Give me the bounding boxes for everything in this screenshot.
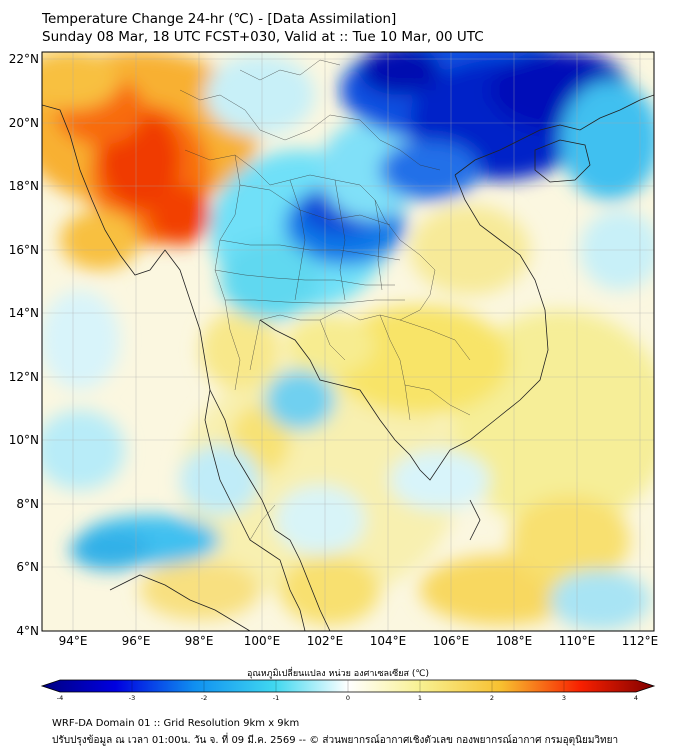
colorbar-ticks: -4 -3 -2 -1 0 1 2 3 4 [57, 694, 638, 702]
lon-tick-106: 106°E [433, 634, 470, 648]
field-layer [42, 52, 654, 631]
admin-borders [179, 59, 471, 541]
lat-tick-18: 18°N [9, 179, 39, 193]
footer-credit: ปรับปรุงข้อมูล ณ เวลา 01:00น. วัน จ. ที่… [52, 735, 619, 746]
cb-tick-1: 1 [418, 694, 422, 702]
cb-tick-4: 4 [634, 694, 638, 702]
lon-tick-102: 102°E [307, 634, 344, 648]
lat-tick-4: 4°N [16, 624, 39, 638]
map-subtitle: Sunday 08 Mar, 18 UTC FCST+030, Valid at… [42, 29, 484, 45]
lat-tick-16: 16°N [9, 243, 39, 257]
map-title: Temperature Change 24-hr (℃) - [Data Ass… [42, 11, 397, 27]
cb-tick-0: 0 [346, 694, 350, 702]
lon-tick-108: 108°E [496, 634, 533, 648]
lon-tick-96: 96°E [122, 634, 151, 648]
temperature-field [42, 52, 654, 630]
cb-tick-m2: -2 [201, 694, 207, 702]
cb-tick-m4: -4 [57, 694, 63, 702]
lat-tick-22: 22°N [9, 52, 39, 66]
lat-tick-20: 20°N [9, 116, 39, 130]
cb-tick-3: 3 [562, 694, 566, 702]
lat-tick-10: 10°N [9, 433, 39, 447]
lon-tick-94: 94°E [59, 634, 88, 648]
map-grid [42, 52, 654, 631]
lon-tick-100: 100°E [244, 634, 281, 648]
colorbar-label: อุณหภูมิเปลี่ยนแปลง หน่วย องศาเซลเซียส (… [246, 669, 430, 679]
colorbar: -4 -3 -2 -1 0 1 2 3 4 [40, 679, 656, 702]
map-frame [41, 51, 655, 632]
cb-tick-m1: -1 [273, 694, 279, 702]
colorbar-segments [131, 680, 565, 692]
lon-tick-112: 112°E [622, 634, 659, 648]
lat-tick-8: 8°N [16, 497, 39, 511]
cb-tick-m3: -3 [129, 694, 135, 702]
lon-tick-104: 104°E [370, 634, 407, 648]
lon-tick-98: 98°E [185, 634, 214, 648]
lat-tick-6: 6°N [16, 560, 39, 574]
lat-tick-labels: 4°N 6°N 8°N 10°N 12°N 14°N 16°N 18°N 20°… [9, 52, 39, 638]
cb-tick-2: 2 [490, 694, 494, 702]
footer-model-info: WRF-DA Domain 01 :: Grid Resolution 9km … [52, 718, 300, 729]
lat-tick-14: 14°N [9, 306, 39, 320]
lon-tick-labels: 94°E 96°E 98°E 100°E 102°E 104°E 106°E 1… [59, 634, 659, 648]
coastlines [42, 94, 654, 631]
lon-tick-110: 110°E [559, 634, 596, 648]
lat-tick-12: 12°N [9, 370, 39, 384]
